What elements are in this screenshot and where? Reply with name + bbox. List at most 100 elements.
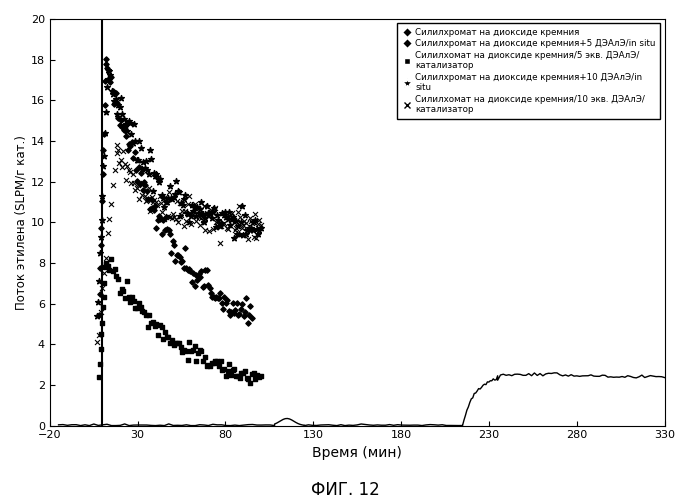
Point	[239, 308, 250, 316]
Point	[137, 191, 148, 199]
Point	[171, 252, 182, 260]
Point	[170, 257, 181, 265]
Point	[193, 213, 204, 221]
Point	[217, 366, 228, 374]
Point	[112, 114, 124, 122]
Point	[101, 254, 112, 262]
Point	[213, 216, 224, 224]
Point	[228, 218, 239, 226]
Point	[231, 230, 242, 238]
Point	[183, 210, 194, 218]
Point	[161, 224, 172, 232]
Point	[218, 211, 229, 219]
Point	[228, 308, 239, 316]
Point	[170, 178, 181, 186]
Point	[164, 182, 175, 190]
Point	[217, 305, 228, 313]
Point	[170, 339, 181, 347]
Point	[186, 211, 197, 219]
Point	[242, 318, 253, 326]
Point	[210, 294, 221, 302]
Point	[121, 120, 132, 128]
Point	[125, 142, 136, 150]
Point	[102, 64, 113, 72]
Point	[96, 224, 107, 232]
Point	[254, 226, 265, 234]
Point	[184, 192, 195, 200]
Point	[111, 98, 122, 106]
Point	[92, 338, 103, 346]
Point	[196, 198, 207, 205]
Point	[189, 282, 200, 290]
Point	[211, 294, 222, 302]
Point	[230, 306, 241, 314]
Point	[186, 201, 197, 209]
Point	[237, 300, 248, 308]
Point	[169, 190, 180, 198]
Point	[209, 204, 220, 212]
Point	[247, 226, 258, 234]
Point	[184, 338, 195, 346]
Point	[226, 371, 237, 379]
Point	[217, 208, 228, 216]
Point	[109, 97, 120, 105]
Point	[105, 71, 116, 79]
Point	[165, 214, 176, 222]
Point	[161, 198, 172, 205]
Point	[148, 196, 159, 204]
Point	[126, 130, 137, 138]
Point	[190, 212, 201, 220]
Point	[163, 226, 174, 234]
Point	[159, 226, 170, 234]
Point	[203, 280, 214, 288]
Point	[119, 121, 130, 129]
Point	[195, 274, 206, 281]
Point	[236, 224, 247, 232]
Point	[93, 312, 104, 320]
Point	[248, 218, 259, 226]
Point	[252, 372, 263, 380]
Point	[206, 360, 217, 368]
Point	[222, 367, 233, 375]
Point	[118, 147, 129, 155]
Point	[227, 298, 238, 306]
Point	[189, 342, 200, 350]
Point	[253, 373, 264, 381]
Point	[172, 188, 183, 196]
Point	[241, 294, 252, 302]
Point	[139, 192, 150, 200]
Point	[137, 307, 148, 315]
Point	[230, 226, 241, 234]
Point	[247, 219, 258, 227]
Point	[92, 312, 103, 320]
Point	[121, 132, 132, 140]
Point	[96, 216, 107, 224]
Point	[93, 277, 104, 285]
Point	[241, 374, 252, 382]
Legend: Силилхромат на диоксиде кремния, Силилхромат на диоксиде кремния+5 ДЭАлЭ/in situ: Силилхромат на диоксиде кремния, Силилхр…	[397, 24, 660, 119]
Point	[243, 224, 254, 232]
Point	[127, 140, 138, 147]
Point	[129, 148, 140, 156]
Point	[250, 210, 261, 218]
Point	[155, 322, 166, 330]
Point	[132, 304, 143, 312]
Point	[100, 77, 111, 85]
Point	[192, 276, 203, 284]
Point	[157, 230, 168, 238]
Point	[215, 239, 226, 247]
Point	[104, 75, 115, 83]
Point	[106, 255, 117, 263]
Point	[253, 220, 264, 228]
Point	[93, 372, 104, 380]
Point	[148, 198, 159, 206]
Point	[152, 173, 164, 181]
Point	[102, 262, 113, 270]
Point	[196, 347, 207, 355]
Point	[182, 356, 193, 364]
Point	[255, 372, 266, 380]
Point	[232, 208, 243, 216]
Point	[109, 265, 120, 273]
Point	[125, 119, 136, 127]
Point	[198, 218, 209, 226]
